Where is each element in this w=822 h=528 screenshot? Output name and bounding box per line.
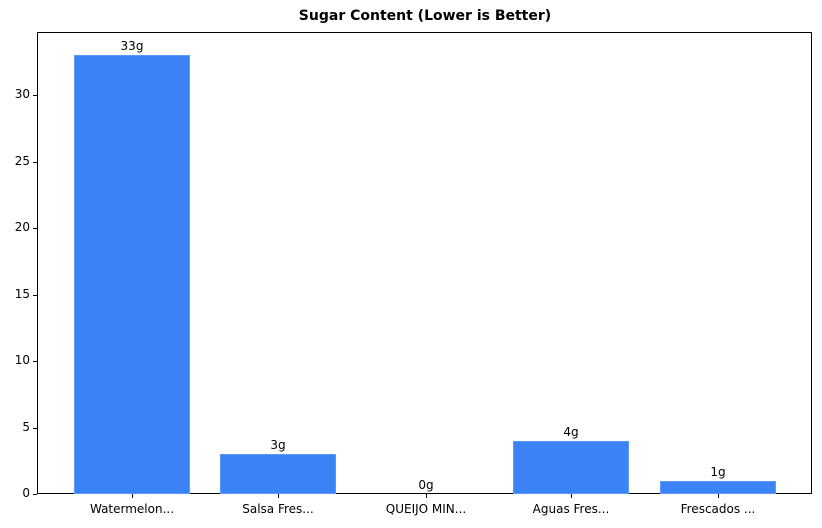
bar-value-label: 1g — [710, 464, 726, 479]
bar — [660, 480, 776, 494]
x-tick-label: QUEIJO MIN... — [385, 502, 467, 516]
x-tick-mark — [132, 494, 133, 498]
y-tick-mark — [33, 361, 37, 362]
y-tick-mark — [33, 494, 37, 495]
y-tick-mark — [33, 294, 37, 296]
y-tick-mark — [33, 427, 37, 429]
bar-value-label: 3g — [270, 438, 286, 453]
y-tick-label: 25 — [14, 153, 30, 168]
y-tick-label: 0 — [22, 486, 30, 500]
bar — [74, 55, 190, 494]
x-tick-label: Frescados ... — [680, 502, 756, 516]
x-tick-mark — [278, 494, 279, 498]
bar — [220, 454, 336, 494]
y-tick-mark — [33, 228, 37, 229]
bar-value-label: 0g — [418, 478, 434, 492]
chart-title: Sugar Content (Lower is Better) — [298, 8, 552, 24]
x-tick-mark — [571, 494, 572, 498]
y-tick-label: 10 — [14, 353, 30, 367]
y-tick-label: 5 — [22, 419, 30, 434]
x-tick-mark — [426, 494, 427, 498]
x-tick-mark — [718, 494, 719, 498]
y-tick-label: 20 — [14, 220, 30, 234]
bar-value-label: 4g — [563, 424, 579, 439]
bar — [513, 440, 629, 494]
y-tick-mark — [33, 95, 37, 96]
bar-value-label: 33g — [120, 39, 144, 54]
y-tick-label: 15 — [14, 286, 30, 301]
x-tick-label: Salsa Fres... — [242, 502, 314, 516]
x-tick-label: Watermelon... — [89, 502, 175, 516]
y-tick-label: 30 — [14, 87, 30, 101]
y-tick-mark — [33, 161, 37, 163]
plot-area — [37, 32, 812, 494]
x-tick-label: Aguas Fres... — [532, 502, 610, 516]
